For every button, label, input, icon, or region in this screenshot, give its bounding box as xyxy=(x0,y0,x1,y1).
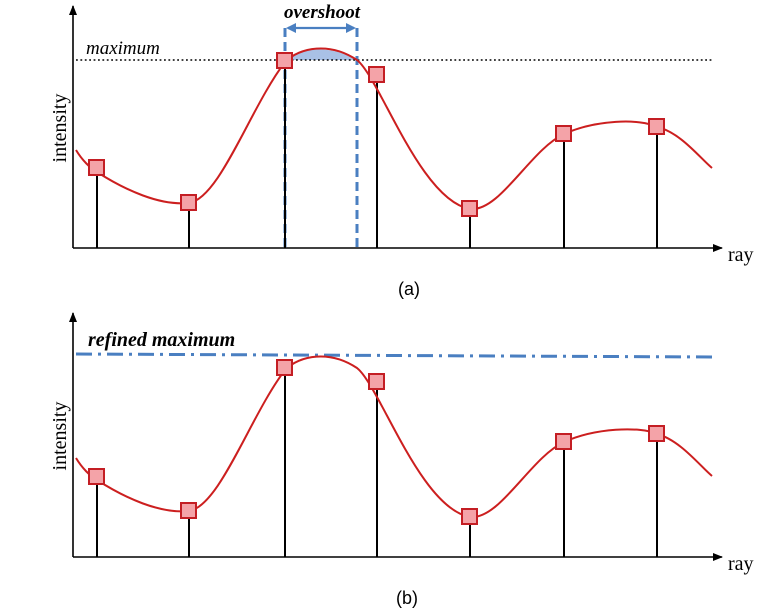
refined-maximum-label: refined maximum xyxy=(88,329,235,351)
sample-point xyxy=(180,502,197,519)
intensity-curve-b xyxy=(75,355,713,519)
overshoot-arrow-left-head xyxy=(286,23,296,33)
y-axis-label-b: intensity xyxy=(49,402,71,471)
samples-b xyxy=(88,359,665,525)
sample-point xyxy=(461,200,478,217)
sample-point xyxy=(368,66,385,83)
caption-a: (a) xyxy=(398,279,420,299)
overshoot-arrow-right-head xyxy=(346,23,356,33)
sample-point xyxy=(368,373,385,390)
samples-a xyxy=(88,52,665,217)
sample-point xyxy=(461,508,478,525)
sample-stems-b xyxy=(96,368,658,557)
sample-point xyxy=(648,118,665,135)
sample-point xyxy=(88,159,105,176)
overshoot-label: overshoot xyxy=(284,2,361,23)
sample-point xyxy=(555,433,572,450)
caption-b: (b) xyxy=(396,588,418,608)
sample-point xyxy=(276,359,293,376)
sample-point xyxy=(648,425,665,442)
intensity-curve-a xyxy=(75,47,713,211)
sample-point xyxy=(555,125,572,142)
panel-b: refined maximum intensity ray (b) xyxy=(49,312,754,608)
sample-point xyxy=(88,468,105,485)
maximum-label: maximum xyxy=(86,38,160,59)
refined-maximum-line xyxy=(75,352,713,359)
panel-a: maximum overshoot intensity ray (a) xyxy=(49,2,754,299)
sample-point xyxy=(180,194,197,211)
x-axis-label-a: ray xyxy=(728,244,754,266)
sample-point xyxy=(276,52,293,69)
x-axis-label-b: ray xyxy=(728,553,754,575)
y-axis-label-a: intensity xyxy=(49,94,71,163)
